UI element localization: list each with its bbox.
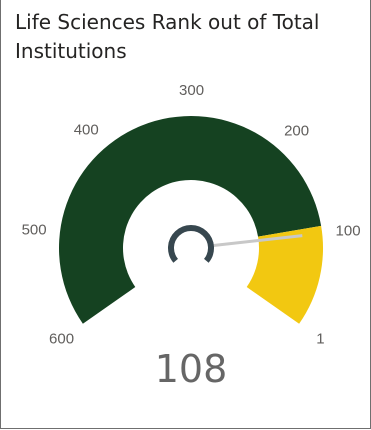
loading-spinner-icon [168,225,214,263]
tick-label: 400 [74,122,99,139]
tick-label: 100 [336,223,361,240]
target-needle [208,234,303,248]
tick-label: 1 [316,331,324,348]
gauge-value-fill [246,225,323,324]
gauge-track [59,116,322,324]
card-title: Life Sciences Rank out of Total Institut… [15,10,320,63]
gauge-value-label: 108 [155,347,228,391]
tick-label: 200 [284,122,309,139]
tick-label: 500 [22,221,47,238]
tick-label: 600 [49,331,74,348]
tick-label: 300 [179,82,204,99]
